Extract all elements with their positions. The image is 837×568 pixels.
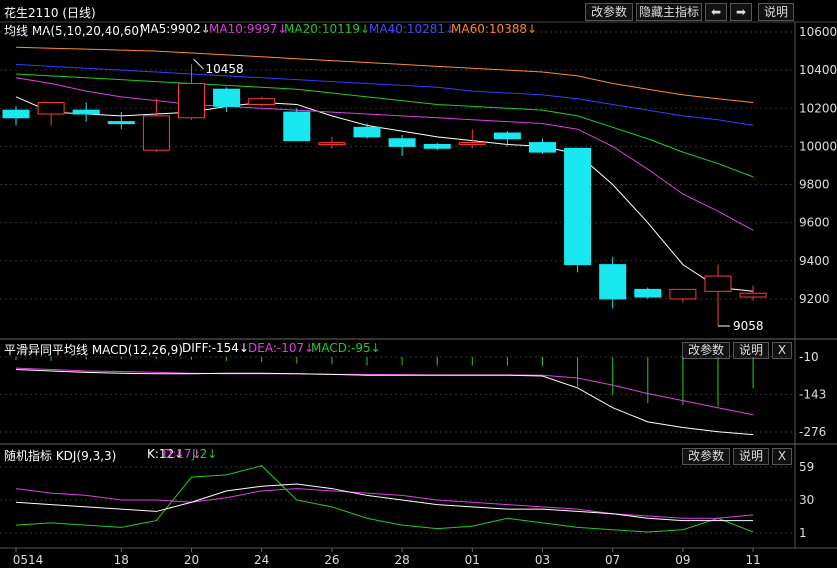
price-tick-label: 10400: [799, 63, 837, 77]
candle-body[interactable]: [388, 138, 416, 147]
candle-body[interactable]: [493, 132, 521, 140]
time-axis-label: 28: [394, 553, 409, 567]
time-axis-label: 01: [465, 553, 480, 567]
price-tick-label: 10000: [799, 139, 837, 153]
time-axis-label: 20: [184, 553, 199, 567]
ma-indicator-label: 均线 MA(5,10,20,40,60): [4, 24, 144, 38]
candle-body[interactable]: [704, 275, 732, 292]
macd-macd-value: MACD:-95↓: [311, 341, 381, 355]
kdj-modify-params-button[interactable]: 改参数: [682, 448, 730, 465]
candle-body[interactable]: [72, 109, 100, 115]
price-tick-label: 10200: [799, 101, 837, 115]
ma40-line: [15, 63, 754, 126]
kdj-j-value: J:2↓: [192, 447, 218, 461]
macd-tick-label: -143: [799, 387, 826, 401]
candle-body[interactable]: [458, 142, 486, 146]
ma5-value: MA5:9902↓: [140, 22, 211, 36]
hide-main-indicator-button[interactable]: 隐藏主指标: [636, 3, 702, 21]
candle-body[interactable]: [213, 88, 241, 107]
macd-modify-params-button[interactable]: 改参数: [682, 342, 730, 359]
price-tick-label: 10600: [799, 25, 837, 39]
time-axis-label: 03: [535, 553, 550, 567]
k-line: [15, 483, 754, 522]
macd-close-button[interactable]: X: [772, 342, 792, 359]
macd-diff-value: DIFF:-154↓: [182, 341, 249, 355]
candle-body[interactable]: [142, 115, 170, 151]
kdj-tick-label: 1: [799, 526, 807, 540]
ma60-line: [15, 46, 754, 104]
modify-params-button[interactable]: 改参数: [585, 3, 633, 21]
candle-body[interactable]: [739, 292, 767, 298]
price-tick-label: 9400: [799, 254, 830, 268]
macd-help-button[interactable]: 说明: [733, 342, 769, 359]
candle-body[interactable]: [423, 143, 451, 149]
arrow-left-icon[interactable]: ⬅: [705, 3, 727, 21]
time-axis-label: 0514: [13, 553, 44, 567]
kdj-k-value: K:12↓: [147, 447, 185, 461]
help-button[interactable]: 说明: [758, 3, 794, 21]
diff-line: [15, 369, 754, 436]
high-marker-label: 10458: [206, 62, 244, 76]
candle-body[interactable]: [2, 109, 30, 119]
candle-body[interactable]: [634, 288, 662, 298]
price-tick-label: 9200: [799, 292, 830, 306]
kdj-title: 随机指标 KDJ(9,3,3): [4, 449, 117, 463]
macd-dea-value: DEA:-107↓: [248, 341, 315, 355]
time-axis-label: 09: [675, 553, 690, 567]
macd-tick-label: -10: [799, 350, 819, 364]
time-axis-label: 26: [324, 553, 339, 567]
candle-body[interactable]: [37, 102, 65, 115]
kdj-d-value: D:17↓: [163, 447, 202, 461]
candle-body[interactable]: [353, 126, 381, 138]
arrow-right-icon[interactable]: ➡: [730, 3, 752, 21]
candle-body[interactable]: [529, 142, 556, 153]
time-axis-label: 24: [254, 553, 269, 567]
price-tick-label: 9600: [799, 216, 830, 230]
candle-body[interactable]: [564, 147, 592, 266]
macd-title: 平滑异同平均线 MACD(12,26,9): [4, 343, 183, 357]
candle-body[interactable]: [107, 121, 135, 125]
time-axis-label: 11: [745, 553, 760, 567]
ma10-line: [15, 77, 754, 231]
kdj-tick-label: 59: [799, 460, 814, 474]
ma20-line: [15, 73, 754, 178]
symbol-title: 花生2110 (日线): [4, 6, 96, 20]
low-marker-label: 9058: [733, 319, 764, 333]
candle-body[interactable]: [283, 111, 311, 142]
candle-body[interactable]: [248, 98, 276, 105]
time-axis-label: 18: [114, 553, 129, 567]
candle-body[interactable]: [599, 264, 627, 300]
price-tick-label: 9800: [799, 178, 830, 192]
kdj-tick-label: 30: [799, 493, 814, 507]
candle-body[interactable]: [318, 142, 346, 146]
ma5-line: [15, 96, 754, 292]
macd-tick-label: -276: [799, 425, 826, 439]
j-line: [15, 465, 754, 533]
time-axis-label: 07: [605, 553, 620, 567]
kdj-close-button[interactable]: X: [772, 448, 792, 465]
d-line: [15, 488, 754, 519]
high-marker-line: [193, 58, 204, 70]
dea-line: [15, 367, 754, 416]
kdj-help-button[interactable]: 说明: [733, 448, 769, 465]
candle-body[interactable]: [669, 288, 697, 300]
candle-body[interactable]: [178, 82, 205, 119]
ma10-value: MA10:9997↓: [209, 22, 288, 36]
